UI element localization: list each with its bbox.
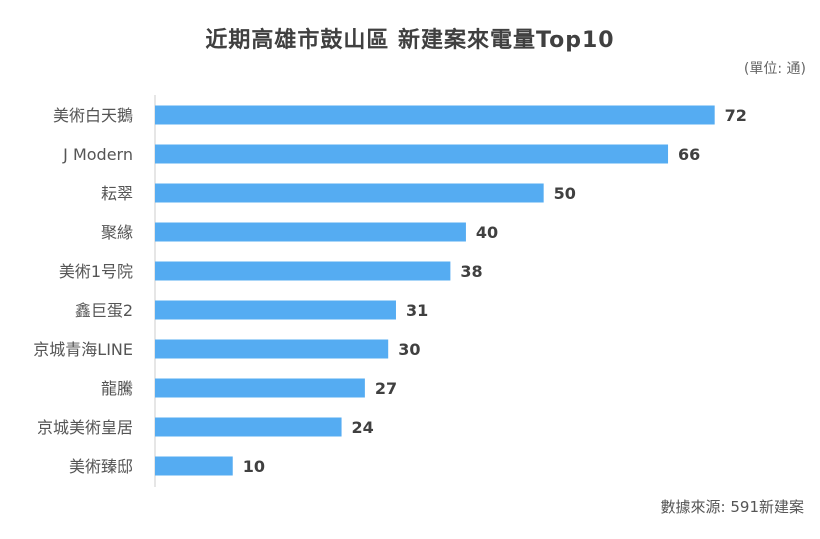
value-label: 50 xyxy=(554,184,576,203)
bar xyxy=(155,183,544,203)
value-label: 27 xyxy=(375,379,397,398)
bar xyxy=(155,105,715,125)
unit-note: (單位: 通) xyxy=(743,61,806,77)
bar xyxy=(155,261,451,281)
value-label: 72 xyxy=(725,106,747,125)
value-label: 24 xyxy=(352,418,374,437)
bar xyxy=(155,144,669,164)
value-label: 10 xyxy=(243,457,265,476)
bar xyxy=(155,378,365,398)
bar xyxy=(155,339,389,359)
category-label: 美術白天鵝 xyxy=(53,106,133,125)
value-label: 40 xyxy=(476,223,498,242)
category-label: 聚緣 xyxy=(101,223,133,242)
bar xyxy=(155,456,233,476)
category-label: 耘翠 xyxy=(101,184,133,203)
category-label: 鑫巨蛋2 xyxy=(75,301,133,320)
category-label: 京城美術皇居 xyxy=(37,418,133,437)
category-label: J Modern xyxy=(62,145,133,164)
bar xyxy=(155,222,466,242)
source-note: 數據來源: 591新建案 xyxy=(660,498,804,516)
value-label: 38 xyxy=(460,262,482,281)
bar xyxy=(155,417,342,437)
value-label: 66 xyxy=(678,145,700,164)
category-label: 美術臻邸 xyxy=(69,457,133,476)
category-label: 美術1号院 xyxy=(59,262,133,281)
category-label: 京城青海LINE xyxy=(33,340,133,359)
chart-title: 近期高雄市鼓山區 新建案來電量Top10 xyxy=(205,28,615,53)
category-label: 龍騰 xyxy=(101,379,133,398)
bar xyxy=(155,300,396,320)
value-label: 30 xyxy=(398,340,420,359)
value-label: 31 xyxy=(406,301,428,320)
